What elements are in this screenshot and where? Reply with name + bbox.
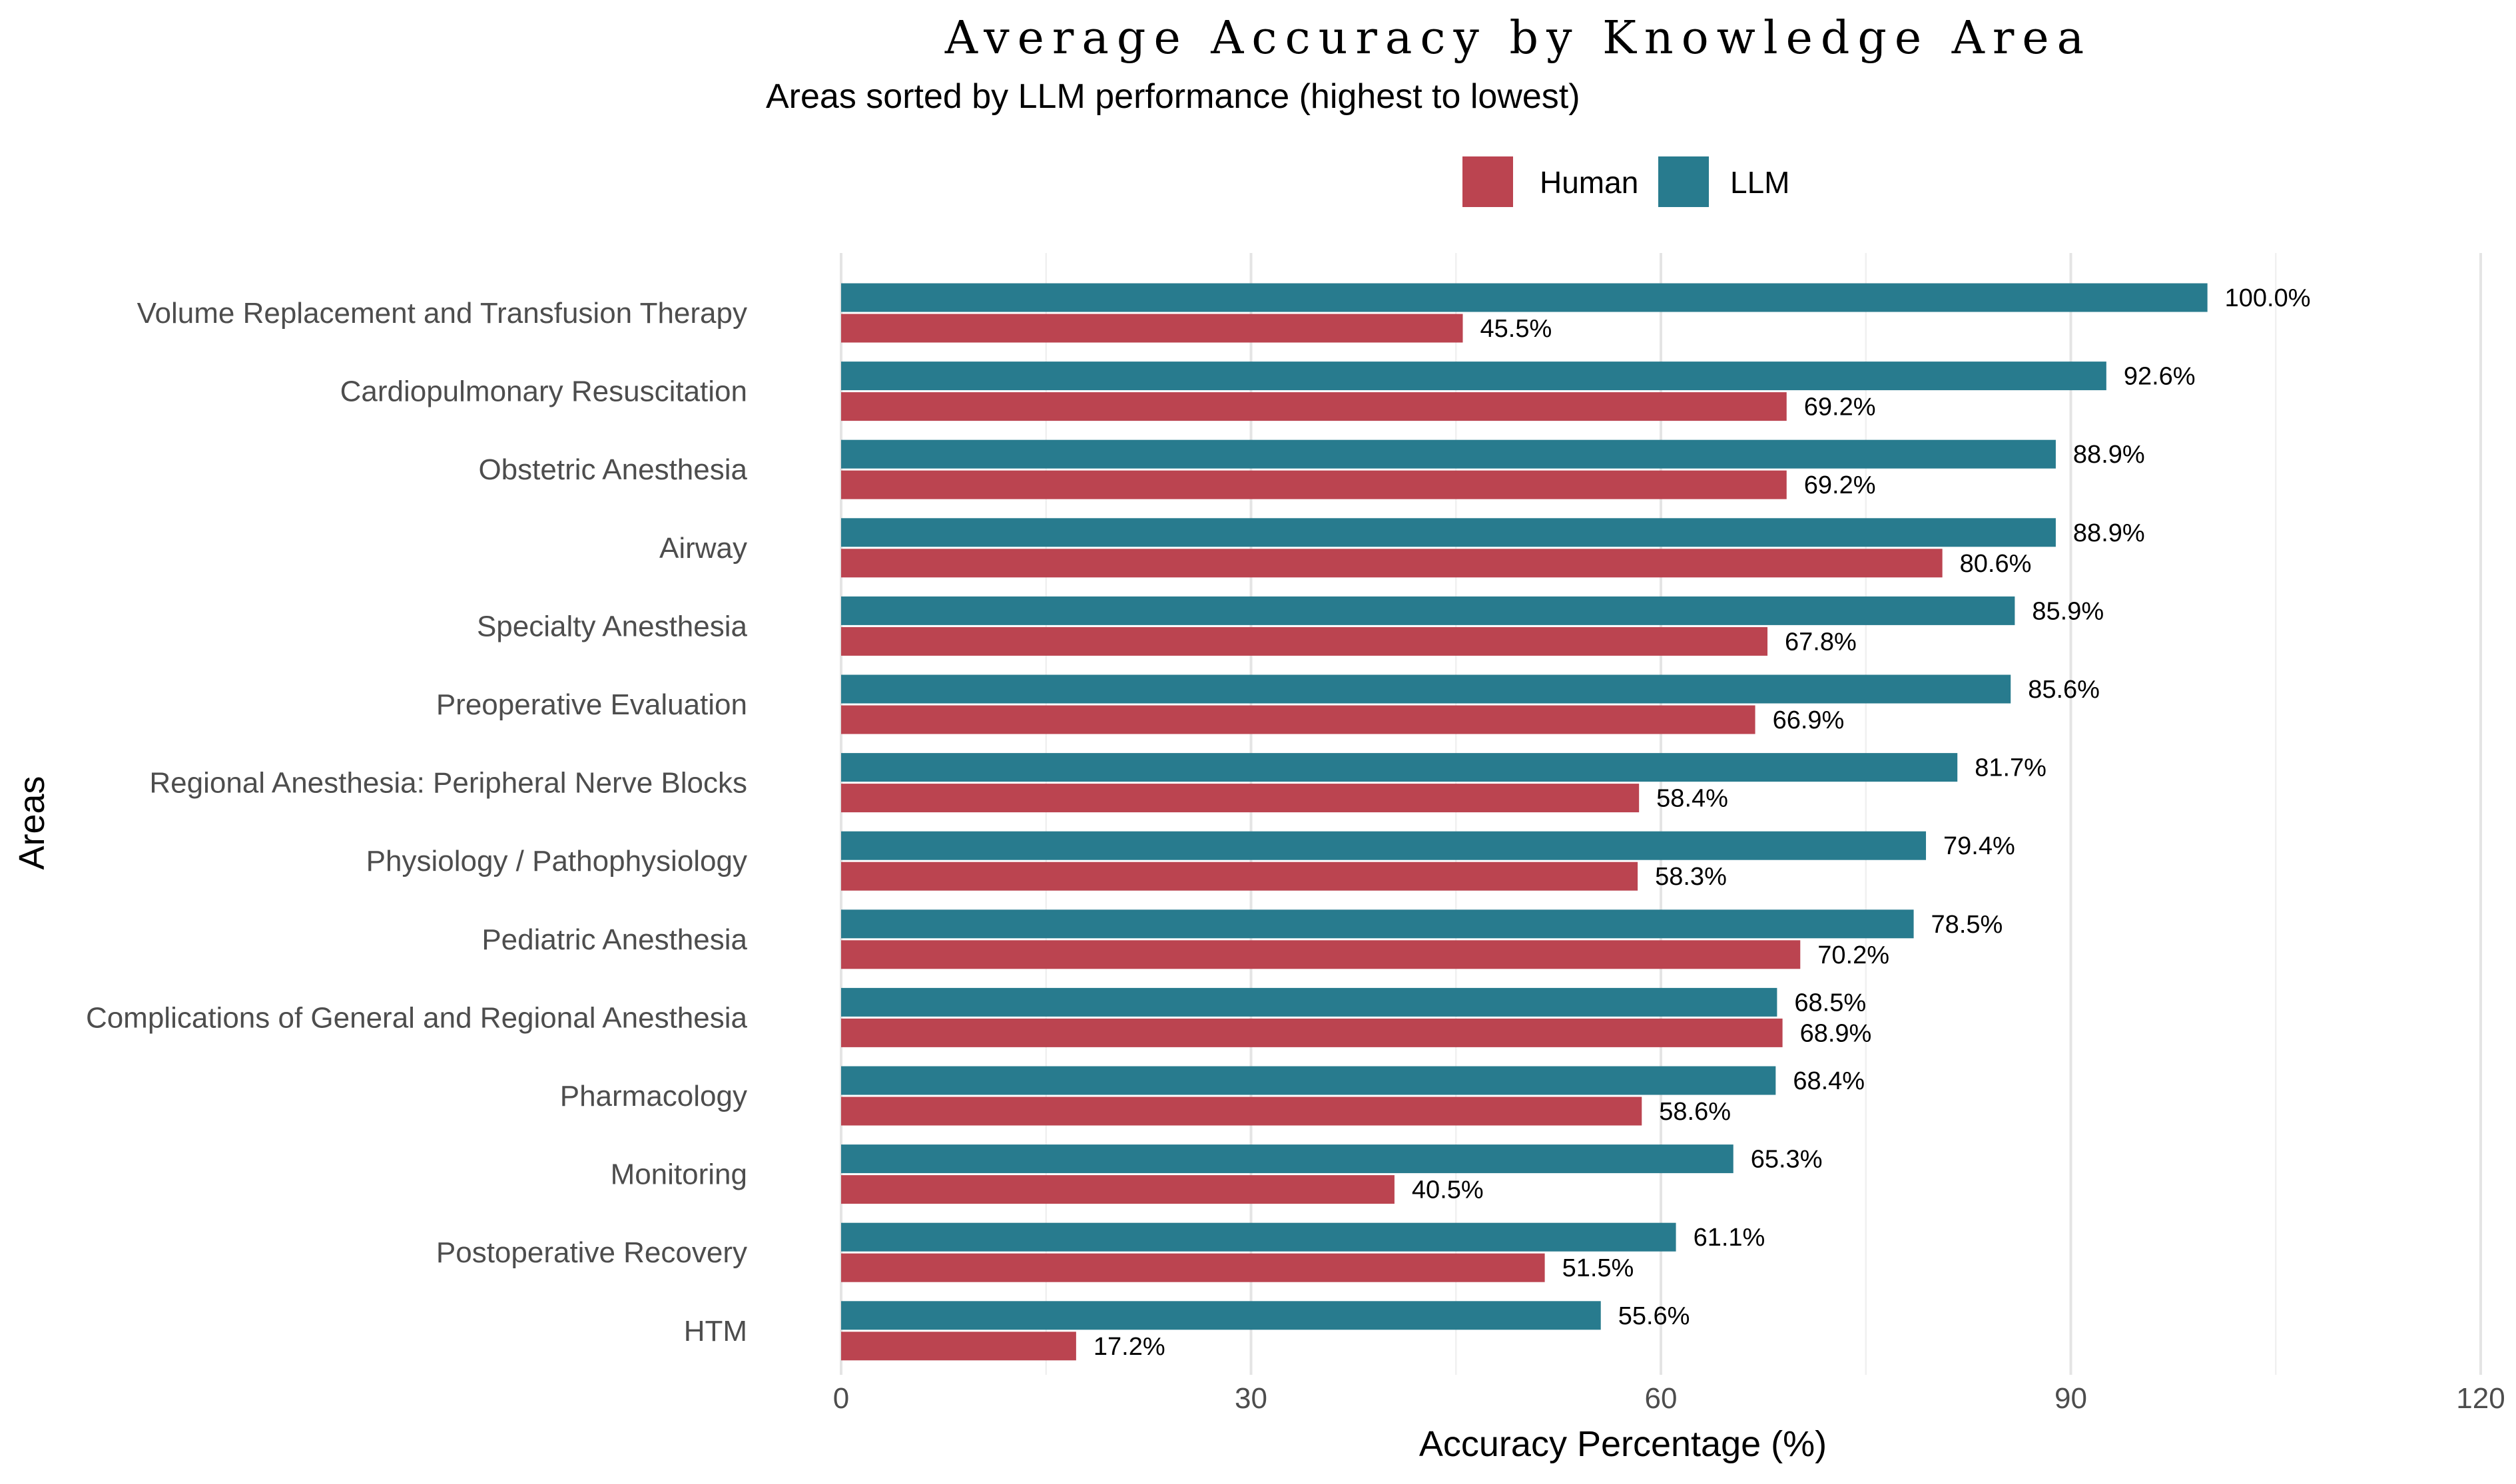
bar-llm bbox=[841, 753, 1958, 782]
category-label: Obstetric Anesthesia bbox=[478, 453, 747, 486]
bar-llm bbox=[841, 1222, 1676, 1252]
category-label: Complications of General and Regional An… bbox=[86, 1001, 748, 1034]
legend: Human LLM bbox=[1462, 156, 1789, 207]
data-label-human: 17.2% bbox=[1094, 1333, 1165, 1361]
data-label-llm: 78.5% bbox=[1931, 911, 2003, 939]
bar-llm bbox=[841, 283, 2208, 312]
legend-swatch-human bbox=[1462, 156, 1513, 207]
category-label: Monitoring bbox=[611, 1158, 747, 1191]
data-label-llm: 88.9% bbox=[2073, 441, 2145, 469]
data-label-human: 67.8% bbox=[1785, 628, 1857, 656]
category-labels: Volume Replacement and Transfusion Thera… bbox=[86, 297, 748, 1348]
bar-human bbox=[841, 784, 1640, 813]
data-label-human: 51.5% bbox=[1562, 1254, 1634, 1282]
bar-llm bbox=[841, 596, 2015, 625]
bar-llm bbox=[841, 439, 2056, 469]
bar-human bbox=[841, 705, 1755, 734]
legend-swatch-llm bbox=[1658, 156, 1709, 207]
data-label-llm: 68.4% bbox=[1793, 1067, 1865, 1095]
bar-llm bbox=[841, 362, 2106, 391]
legend-label-llm: LLM bbox=[1730, 165, 1789, 200]
data-label-llm: 65.3% bbox=[1751, 1146, 1823, 1174]
category-label: Cardiopulmonary Resuscitation bbox=[340, 375, 747, 408]
data-label-llm: 81.7% bbox=[1975, 754, 2046, 782]
bar-llm bbox=[841, 909, 1914, 939]
gridlines bbox=[840, 253, 2482, 1375]
bar-human bbox=[841, 862, 1638, 891]
data-label-human: 68.9% bbox=[1800, 1019, 1872, 1047]
bar-llm bbox=[841, 674, 2011, 704]
bar-human bbox=[841, 1175, 1395, 1204]
bars: 100.0% 45.5% 92.6% 69.2% 88.9% 69.2% 88.9% 80.6… bbox=[841, 283, 2311, 1361]
bar-human bbox=[841, 549, 1943, 578]
category-label: Regional Anesthesia: Peripheral Nerve Bl… bbox=[149, 767, 747, 800]
bar-human bbox=[841, 1018, 1783, 1047]
chart-title: Average Accuracy by Knowledge Area bbox=[944, 12, 2092, 65]
x-axis-title: Accuracy Percentage (%) bbox=[1419, 1424, 1827, 1464]
data-label-llm: 85.9% bbox=[2032, 597, 2104, 625]
data-label-llm: 92.6% bbox=[2124, 363, 2196, 391]
category-label: Airway bbox=[659, 532, 747, 565]
bar-human bbox=[841, 314, 1463, 343]
data-label-llm: 55.6% bbox=[1618, 1302, 1690, 1330]
data-label-human: 69.2% bbox=[1804, 471, 1876, 499]
category-label: Physiology / Pathophysiology bbox=[366, 845, 747, 877]
data-label-llm: 61.1% bbox=[1694, 1224, 1765, 1252]
bar-human bbox=[841, 1253, 1545, 1282]
bar-llm bbox=[841, 831, 1927, 860]
data-label-human: 58.6% bbox=[1659, 1098, 1731, 1126]
bar-llm bbox=[841, 518, 2056, 547]
bar-human bbox=[841, 1097, 1642, 1126]
data-label-human: 58.3% bbox=[1655, 863, 1727, 891]
bar-llm bbox=[841, 1301, 1601, 1330]
data-label-llm: 79.4% bbox=[1943, 832, 2015, 860]
category-label: Specialty Anesthesia bbox=[477, 610, 748, 642]
x-tick-label: 60 bbox=[1645, 1382, 1678, 1415]
category-label: Volume Replacement and Transfusion Thera… bbox=[137, 297, 747, 330]
x-tick-label: 90 bbox=[2054, 1382, 2087, 1415]
data-label-llm: 85.6% bbox=[2028, 676, 2100, 704]
data-label-human: 80.6% bbox=[1960, 550, 2032, 578]
category-label: Pediatric Anesthesia bbox=[481, 923, 747, 956]
category-label: Preoperative Evaluation bbox=[436, 688, 747, 721]
category-label: Postoperative Recovery bbox=[436, 1236, 747, 1269]
data-label-human: 45.5% bbox=[1480, 315, 1552, 343]
data-label-llm: 88.9% bbox=[2073, 519, 2145, 547]
category-label: HTM bbox=[684, 1315, 747, 1348]
bar-llm bbox=[841, 1066, 1776, 1095]
legend-label-human: Human bbox=[1540, 165, 1638, 200]
bar-human bbox=[841, 470, 1787, 499]
category-label: Pharmacology bbox=[560, 1080, 747, 1113]
data-label-llm: 68.5% bbox=[1794, 989, 1866, 1017]
data-label-human: 58.4% bbox=[1656, 785, 1728, 813]
x-tick-labels: 0 30 60 90 120 bbox=[833, 1382, 2505, 1415]
x-tick-label: 0 bbox=[833, 1382, 849, 1415]
bar-human bbox=[841, 1332, 1076, 1361]
data-label-llm: 100.0% bbox=[2225, 284, 2311, 312]
chart-subtitle: Areas sorted by LLM performance (highest… bbox=[766, 77, 1580, 116]
data-label-human: 69.2% bbox=[1804, 393, 1876, 421]
bar-llm bbox=[841, 1144, 1733, 1174]
data-label-human: 40.5% bbox=[1412, 1176, 1484, 1204]
bar-llm bbox=[841, 987, 1777, 1017]
x-tick-label: 30 bbox=[1235, 1382, 1267, 1415]
x-tick-label: 120 bbox=[2456, 1382, 2505, 1415]
bar-human bbox=[841, 940, 1801, 969]
data-label-human: 70.2% bbox=[1817, 941, 1889, 969]
data-label-human: 66.9% bbox=[1773, 706, 1845, 734]
y-axis-title: Areas bbox=[12, 776, 52, 869]
bar-human bbox=[841, 392, 1787, 421]
bar-human bbox=[841, 626, 1768, 656]
